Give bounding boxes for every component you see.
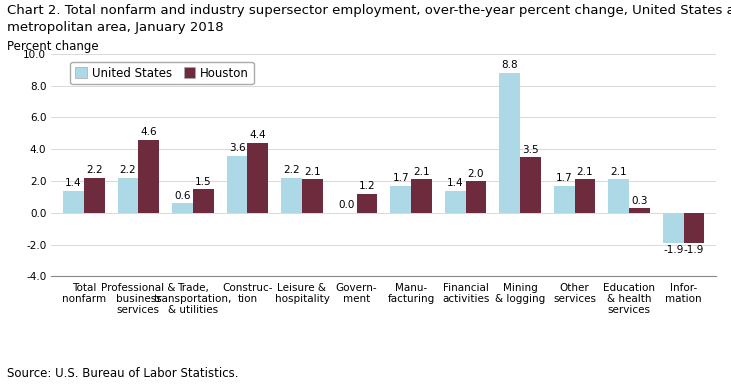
Bar <box>138 140 159 213</box>
Text: 0.6: 0.6 <box>174 191 191 201</box>
Bar <box>227 156 248 213</box>
Bar <box>575 179 595 213</box>
Text: 2.2: 2.2 <box>120 166 137 175</box>
Text: -1.9: -1.9 <box>663 245 683 255</box>
Text: 0.0: 0.0 <box>338 200 355 210</box>
Text: Chart 2. Total nonfarm and industry supersector employment, over-the-year percen: Chart 2. Total nonfarm and industry supe… <box>7 4 731 17</box>
Text: 2.1: 2.1 <box>577 167 594 177</box>
Text: -1.9: -1.9 <box>683 245 704 255</box>
Bar <box>118 178 138 213</box>
Bar <box>357 194 377 213</box>
Text: 4.4: 4.4 <box>249 131 266 141</box>
Bar <box>663 213 683 243</box>
Text: 1.7: 1.7 <box>556 174 572 184</box>
Text: 2.1: 2.1 <box>304 167 321 177</box>
Bar <box>281 178 302 213</box>
Text: 0.3: 0.3 <box>632 196 648 206</box>
Bar <box>466 181 486 213</box>
Text: 4.6: 4.6 <box>140 127 157 137</box>
Bar <box>173 203 193 213</box>
Text: metropolitan area, January 2018: metropolitan area, January 2018 <box>7 21 224 34</box>
Bar <box>411 179 432 213</box>
Text: 2.2: 2.2 <box>86 166 102 175</box>
Bar <box>554 186 575 213</box>
Bar <box>84 178 105 213</box>
Text: 1.7: 1.7 <box>393 174 409 184</box>
Text: Percent change: Percent change <box>7 40 99 53</box>
Bar <box>390 186 411 213</box>
Text: 3.6: 3.6 <box>229 143 246 153</box>
Bar <box>608 179 629 213</box>
Text: 1.2: 1.2 <box>359 181 375 191</box>
Legend: United States, Houston: United States, Houston <box>70 62 254 84</box>
Text: 1.5: 1.5 <box>195 177 211 187</box>
Text: 1.4: 1.4 <box>65 178 82 188</box>
Bar <box>63 190 84 213</box>
Text: 1.4: 1.4 <box>447 178 463 188</box>
Bar <box>445 190 466 213</box>
Text: 3.5: 3.5 <box>522 145 539 155</box>
Text: 2.2: 2.2 <box>284 166 300 175</box>
Bar <box>683 213 705 243</box>
Text: Source: U.S. Bureau of Labor Statistics.: Source: U.S. Bureau of Labor Statistics. <box>7 367 239 380</box>
Bar <box>193 189 213 213</box>
Text: 2.1: 2.1 <box>413 167 430 177</box>
Text: 8.8: 8.8 <box>501 60 518 71</box>
Text: 2.0: 2.0 <box>468 169 484 179</box>
Bar <box>499 73 520 213</box>
Bar <box>520 157 541 213</box>
Bar <box>629 208 650 213</box>
Bar <box>248 143 268 213</box>
Bar <box>302 179 322 213</box>
Text: 2.1: 2.1 <box>610 167 627 177</box>
